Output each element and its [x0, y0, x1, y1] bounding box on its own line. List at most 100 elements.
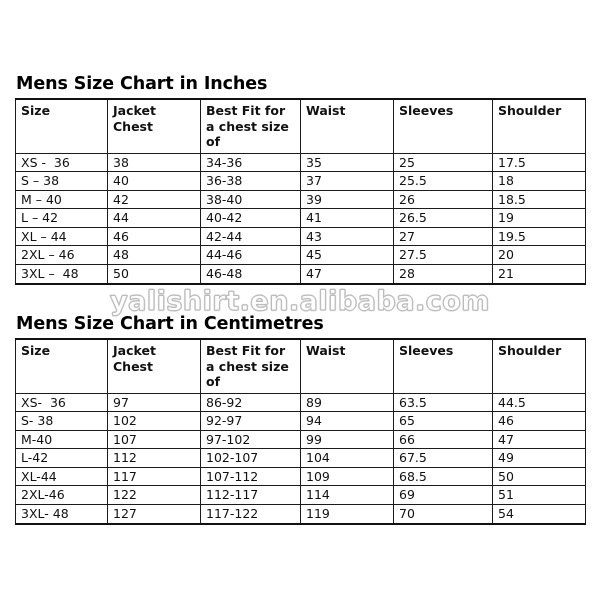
cell-shoulder: 51	[492, 485, 586, 506]
cell-sleeves: 25	[393, 152, 493, 173]
cell-shoulder: 49	[492, 448, 586, 468]
column-header-shoulder: Shoulder	[492, 338, 586, 394]
cell-size: 2XL-46	[15, 485, 108, 506]
cell-size: M – 40	[15, 189, 108, 210]
table-header-row: Size Jacket Chest Best Fit for a chest s…	[15, 98, 586, 154]
column-header-sleeves: Sleeves	[393, 98, 493, 154]
cell-best-fit: 117-122	[200, 504, 301, 525]
cell-shoulder: 19.5	[492, 226, 586, 247]
column-header-size: Size	[15, 98, 108, 154]
cell-waist: 37	[300, 171, 394, 191]
cell-sleeves: 28	[393, 264, 493, 285]
size-chart-section-centimetres: Mens Size Chart in Centimetres Size Jack…	[15, 314, 586, 525]
cell-waist: 41	[300, 208, 394, 228]
cell-size: XS- 36	[15, 392, 108, 413]
cell-sleeves: 26.5	[393, 208, 493, 228]
table-row: L – 42 44 40-42 41 26.5 19	[15, 208, 586, 228]
cell-shoulder: 19	[492, 208, 586, 228]
cell-jacket-chest: 117	[107, 466, 201, 487]
cell-size: S – 38	[15, 171, 108, 191]
cell-jacket-chest: 48	[107, 245, 201, 266]
cell-size: XL – 44	[15, 226, 108, 247]
cell-jacket-chest: 44	[107, 208, 201, 228]
cell-shoulder: 17.5	[492, 152, 586, 173]
table-row: 3XL- 48 127 117-122 119 70 54	[15, 504, 586, 525]
cell-jacket-chest: 50	[107, 264, 201, 285]
table-body-centimetres: XS- 36 97 86-92 89 63.5 44.5 S- 38 102 9…	[15, 392, 586, 525]
cell-best-fit: 40-42	[200, 208, 301, 228]
cell-sleeves: 68.5	[393, 466, 493, 487]
cell-shoulder: 20	[492, 245, 586, 266]
cell-jacket-chest: 38	[107, 152, 201, 173]
size-table-centimetres: Size Jacket Chest Best Fit for a chest s…	[15, 338, 586, 525]
cell-sleeves: 26	[393, 189, 493, 210]
column-header-waist: Waist	[300, 338, 394, 394]
cell-size: 2XL – 46	[15, 245, 108, 266]
cell-size: L-42	[15, 448, 108, 468]
cell-jacket-chest: 97	[107, 392, 201, 413]
cell-waist: 114	[300, 485, 394, 506]
cell-waist: 99	[300, 429, 394, 450]
cell-best-fit: 34-36	[200, 152, 301, 173]
cell-waist: 119	[300, 504, 394, 525]
cell-best-fit: 46-48	[200, 264, 301, 285]
cell-jacket-chest: 102	[107, 411, 201, 431]
cell-shoulder: 18	[492, 171, 586, 191]
cell-sleeves: 67.5	[393, 448, 493, 468]
cell-shoulder: 47	[492, 429, 586, 450]
cell-size: 3XL- 48	[15, 504, 108, 525]
cell-jacket-chest: 42	[107, 189, 201, 210]
cell-sleeves: 27.5	[393, 245, 493, 266]
cell-size: M-40	[15, 429, 108, 450]
cell-jacket-chest: 122	[107, 485, 201, 506]
page-title-inches: Mens Size Chart in Inches	[16, 74, 268, 94]
cell-waist: 109	[300, 466, 394, 487]
table-row: L-42 112 102-107 104 67.5 49	[15, 448, 586, 468]
table-header-inches: Size Jacket Chest Best Fit for a chest s…	[15, 98, 586, 154]
cell-best-fit: 102-107	[200, 448, 301, 468]
cell-shoulder: 46	[492, 411, 586, 431]
column-header-shoulder: Shoulder	[492, 98, 586, 154]
cell-waist: 45	[300, 245, 394, 266]
cell-jacket-chest: 112	[107, 448, 201, 468]
cell-shoulder: 50	[492, 466, 586, 487]
cell-sleeves: 66	[393, 429, 493, 450]
table-body-inches: XS - 36 38 34-36 35 25 17.5 S – 38 40 36…	[15, 152, 586, 285]
cell-sleeves: 70	[393, 504, 493, 525]
cell-best-fit: 97-102	[200, 429, 301, 450]
table-row: S- 38 102 92-97 94 65 46	[15, 411, 586, 431]
cell-best-fit: 36-38	[200, 171, 301, 191]
size-table-inches: Size Jacket Chest Best Fit for a chest s…	[15, 98, 586, 285]
cell-waist: 94	[300, 411, 394, 431]
cell-best-fit: 86-92	[200, 392, 301, 413]
cell-sleeves: 69	[393, 485, 493, 506]
table-header-row: Size Jacket Chest Best Fit for a chest s…	[15, 338, 586, 394]
cell-size: XS - 36	[15, 152, 108, 173]
column-header-jacket-chest: Jacket Chest	[107, 98, 201, 154]
cell-waist: 39	[300, 189, 394, 210]
cell-best-fit: 38-40	[200, 189, 301, 210]
cell-sleeves: 25.5	[393, 171, 493, 191]
cell-waist: 89	[300, 392, 394, 413]
cell-best-fit: 107-112	[200, 466, 301, 487]
cell-jacket-chest: 107	[107, 429, 201, 450]
page-title-centimetres: Mens Size Chart in Centimetres	[16, 314, 324, 334]
cell-jacket-chest: 46	[107, 226, 201, 247]
cell-jacket-chest: 40	[107, 171, 201, 191]
column-header-waist: Waist	[300, 98, 394, 154]
table-row: M – 40 42 38-40 39 26 18.5	[15, 189, 586, 210]
cell-waist: 104	[300, 448, 394, 468]
table-row: M-40 107 97-102 99 66 47	[15, 429, 586, 450]
cell-best-fit: 42-44	[200, 226, 301, 247]
cell-waist: 43	[300, 226, 394, 247]
cell-sleeves: 27	[393, 226, 493, 247]
cell-best-fit: 112-117	[200, 485, 301, 506]
cell-shoulder: 54	[492, 504, 586, 525]
table-row: XS - 36 38 34-36 35 25 17.5	[15, 152, 586, 173]
table-row: 2XL-46 122 112-117 114 69 51	[15, 485, 586, 506]
column-header-size: Size	[15, 338, 108, 394]
cell-size: XL-44	[15, 466, 108, 487]
table-row: 3XL – 48 50 46-48 47 28 21	[15, 264, 586, 285]
cell-shoulder: 44.5	[492, 392, 586, 413]
